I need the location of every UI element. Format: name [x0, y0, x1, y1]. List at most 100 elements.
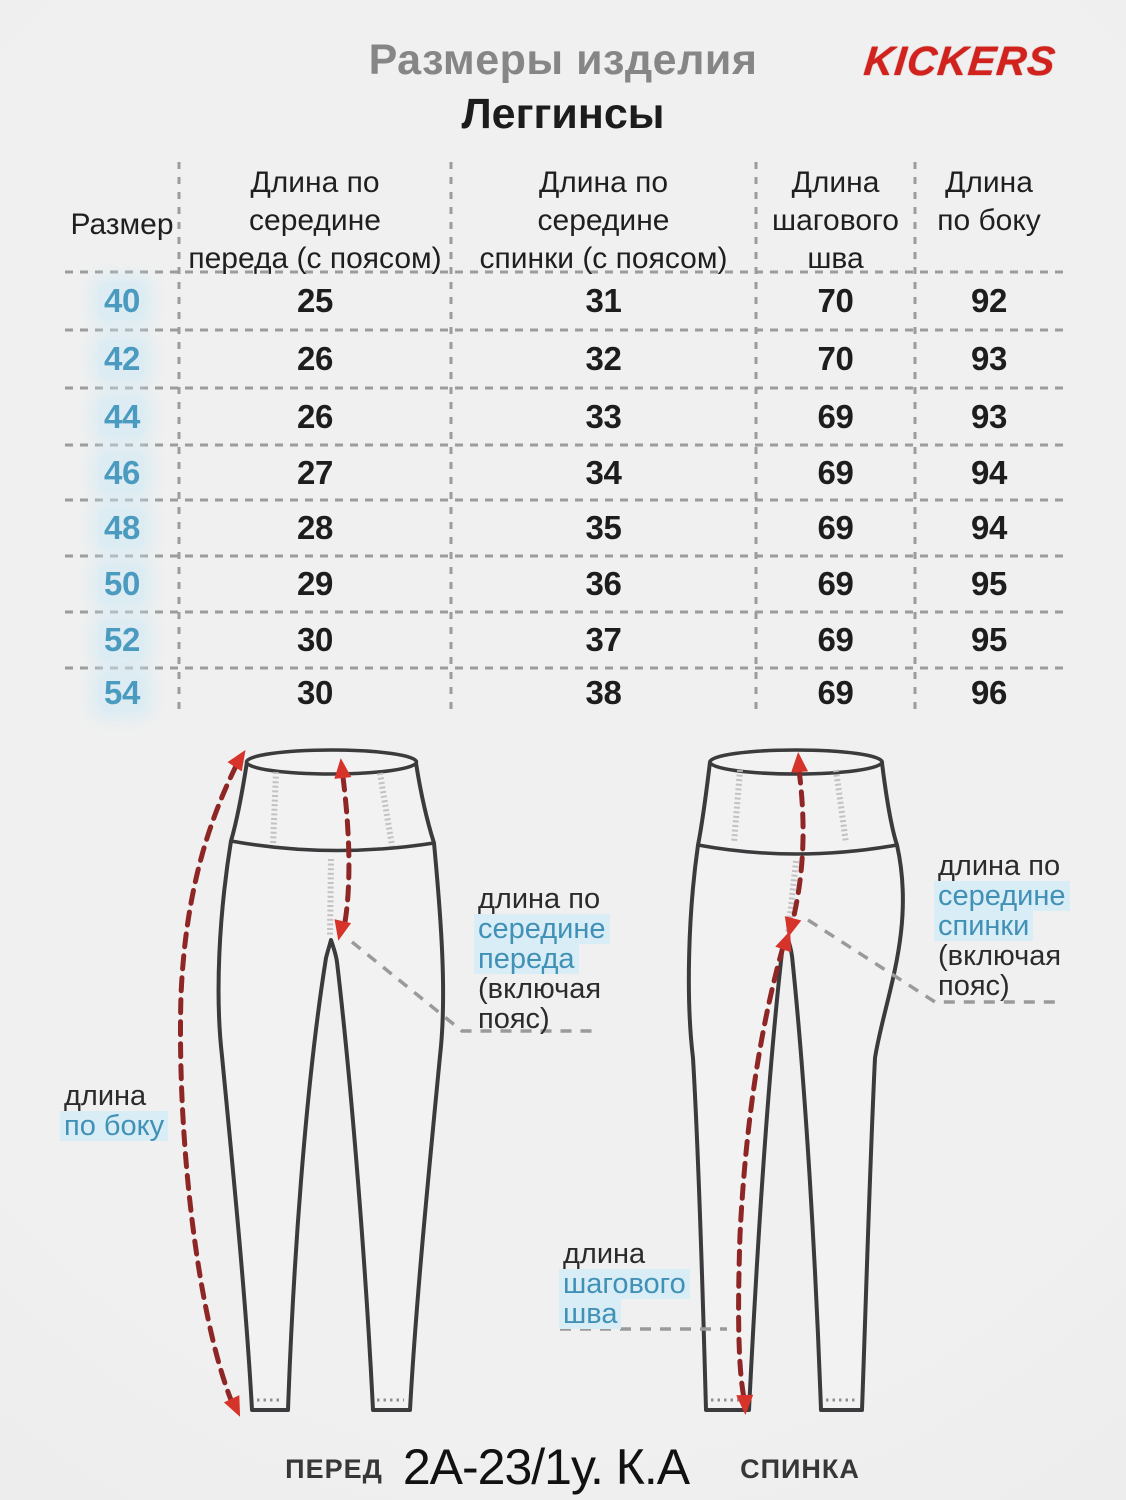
- column-header-line: Размер: [70, 208, 174, 241]
- size-cell: 44: [65, 388, 179, 445]
- column-header-line: Длина по: [538, 166, 669, 199]
- measurement-cell: 69: [817, 674, 854, 711]
- label-line: длина: [64, 1081, 168, 1111]
- column-header-line: шва: [807, 242, 864, 275]
- label-word: пояс): [938, 970, 1010, 1002]
- side-length-arrow: [177, 749, 246, 1417]
- label-line: шагового: [559, 1269, 690, 1299]
- measurement-cell: 30: [296, 621, 334, 658]
- measurement-cell: 69: [817, 453, 854, 491]
- column-header-line: Длина: [945, 166, 1033, 199]
- measurement-cell: 38: [585, 674, 622, 711]
- measurement-cell: 25: [296, 282, 334, 319]
- label-line: пояс): [938, 971, 1070, 1001]
- label-line: длина по: [938, 851, 1070, 881]
- back-center-label: длина по середине спинки (включая пояс): [934, 851, 1070, 1001]
- label-line: длина по: [478, 884, 610, 914]
- measurement-cell: 34: [585, 453, 622, 491]
- column-header-line: Длина: [791, 166, 880, 199]
- label-line: середине: [474, 914, 610, 944]
- measurement-cell: 32: [585, 340, 622, 377]
- back-rise-leader: [807, 918, 1060, 1004]
- label-line: спинки: [934, 911, 1070, 941]
- table-row: 40 25 31 70 92: [0, 272, 1126, 330]
- size-value: 48: [98, 509, 146, 547]
- measurement-cell: 69: [817, 621, 854, 658]
- label-word-highlighted: шагового: [559, 1269, 690, 1299]
- measurement-cell: 92: [970, 282, 1008, 319]
- measurement-cell: 69: [817, 397, 854, 435]
- measurement-cell: 28: [296, 509, 334, 546]
- column-header: Длина шагового шва: [756, 164, 915, 278]
- label-line: по боку: [60, 1111, 169, 1141]
- column-header-line: по боку: [937, 204, 1041, 237]
- front-center-label: длина по середине переда (включая пояс): [474, 884, 610, 1035]
- column-header-line: середине: [249, 204, 381, 237]
- label-word-highlighted: середине: [474, 914, 610, 944]
- table-row: 48 28 35 69 94: [0, 500, 1126, 556]
- front-waistband-stitch-left: [270, 771, 279, 846]
- column-header-line: шагового: [772, 204, 899, 237]
- measurement-cell: 27: [296, 453, 334, 491]
- side-label: длина по боку: [60, 1081, 169, 1141]
- front-waist-opening: [244, 748, 419, 776]
- table-row: 54 30 38 69 96: [0, 668, 1126, 718]
- table-row: 42 26 32 70 93: [0, 330, 1126, 388]
- label-line: шва: [559, 1299, 690, 1329]
- measurement-cell: 69: [817, 565, 854, 602]
- measurement-cell: 93: [970, 397, 1008, 435]
- size-cell: 42: [65, 330, 179, 388]
- column-header: Длина по боку: [915, 164, 1063, 240]
- size-cell: 46: [65, 445, 179, 500]
- measurement-cell: 30: [296, 674, 334, 711]
- measurement-cell: 31: [585, 282, 622, 319]
- label-word-highlighted: по боку: [60, 1111, 169, 1141]
- measurement-cell: 94: [970, 509, 1008, 546]
- article-code: 2А-23/1у. К.А: [402, 1439, 690, 1495]
- measurement-cell: 93: [970, 340, 1008, 377]
- measurement-cell: 96: [970, 674, 1008, 711]
- label-word-highlighted: переда: [474, 944, 579, 974]
- label-word: (включая: [938, 940, 1062, 972]
- column-header-line: спинки (с поясом): [479, 242, 728, 275]
- table-row: 44 26 33 69 93: [0, 388, 1126, 445]
- size-value: 42: [98, 340, 146, 378]
- size-value: 44: [98, 397, 146, 436]
- page-title: Размеры изделия: [368, 36, 758, 84]
- measurement-cell: 70: [817, 282, 854, 319]
- label-word: длина: [563, 1238, 646, 1270]
- front-legging-drawing: [216, 748, 446, 1412]
- label-line: переда: [474, 944, 610, 974]
- measurement-cell: 37: [585, 621, 622, 658]
- measurement-cell: 70: [817, 340, 854, 377]
- column-header: Длина по середине спинки (с поясом): [451, 164, 756, 278]
- measurement-cell: 35: [585, 509, 622, 546]
- back-waistband-stitch-right: [833, 769, 849, 844]
- column-header: Длина по середине переда (с поясом): [179, 164, 451, 278]
- product-name: Леггинсы: [461, 90, 665, 138]
- back-legging-drawing: [686, 748, 905, 1412]
- label-word-highlighted: спинки: [934, 911, 1034, 941]
- measurement-cell: 69: [817, 509, 854, 546]
- label-word: пояс): [478, 1003, 550, 1035]
- front-center-seam: [327, 858, 334, 937]
- column-header: Размер: [65, 164, 179, 244]
- front-rise-arrow: [334, 758, 352, 941]
- size-value: 40: [98, 282, 146, 320]
- size-cell: 54: [65, 668, 179, 718]
- size-cell: 40: [65, 272, 179, 330]
- size-value: 54: [98, 674, 146, 712]
- label-line: длина: [563, 1239, 690, 1269]
- table-row: 50 29 36 69 95: [0, 556, 1126, 612]
- front-rise-leader: [350, 940, 600, 1033]
- measurement-cell: 29: [296, 565, 334, 602]
- inseam-label: длина шагового шва: [559, 1239, 690, 1329]
- measurement-cell: 26: [296, 397, 334, 435]
- label-word-highlighted: шва: [559, 1299, 622, 1329]
- label-line: (включая: [478, 974, 610, 1004]
- back-waistband-stitch-left: [731, 769, 743, 844]
- column-header-line: середине: [537, 204, 670, 237]
- measurement-cell: 33: [585, 397, 622, 435]
- measurement-cell: 94: [970, 453, 1008, 491]
